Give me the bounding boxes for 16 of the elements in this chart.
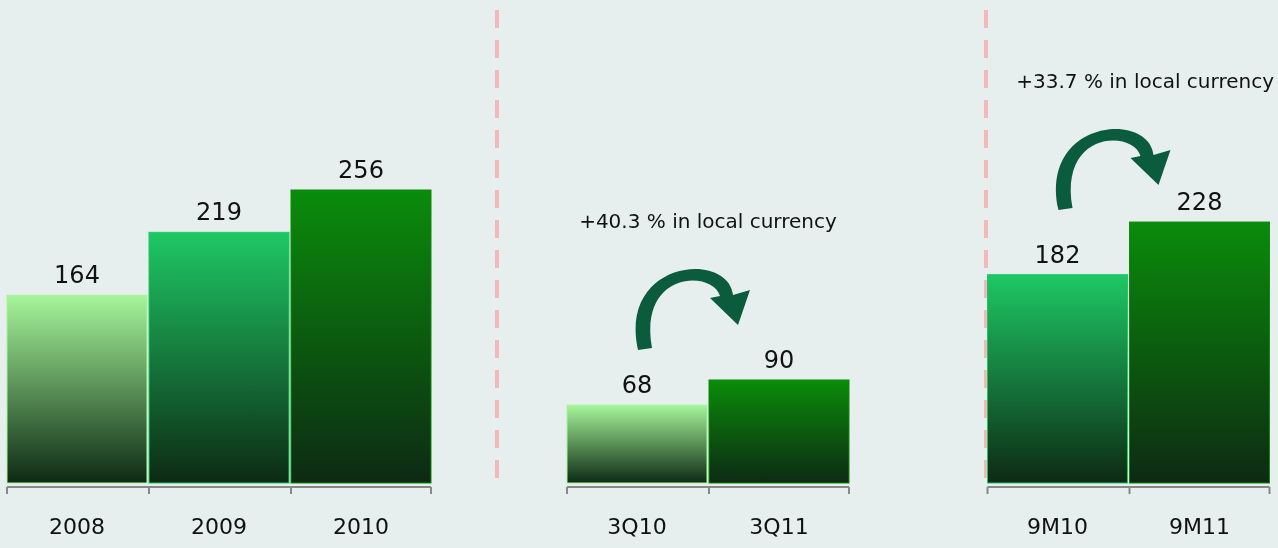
x-tick-label: 9M10 <box>1027 514 1088 539</box>
x-tick-label: 9M11 <box>1169 514 1230 539</box>
x-tick-label: 2008 <box>49 514 105 539</box>
x-tick-label: 3Q11 <box>749 514 809 539</box>
text: +33.7 % in local currency <box>1016 69 1275 93</box>
x-tick-label: 2009 <box>191 514 247 539</box>
data-label: 68 <box>621 371 653 400</box>
data-label: 182 <box>1034 240 1081 269</box>
data-label: 90 <box>763 345 795 374</box>
x-tick-label: 2010 <box>333 514 389 539</box>
data-label: 228 <box>1176 188 1223 217</box>
data-label: 164 <box>54 261 100 290</box>
text: +40.3 % in local currency <box>579 209 838 233</box>
x-tick-label: 3Q10 <box>607 514 667 539</box>
data-label: 256 <box>338 156 384 184</box>
data-label: 219 <box>196 198 242 227</box>
